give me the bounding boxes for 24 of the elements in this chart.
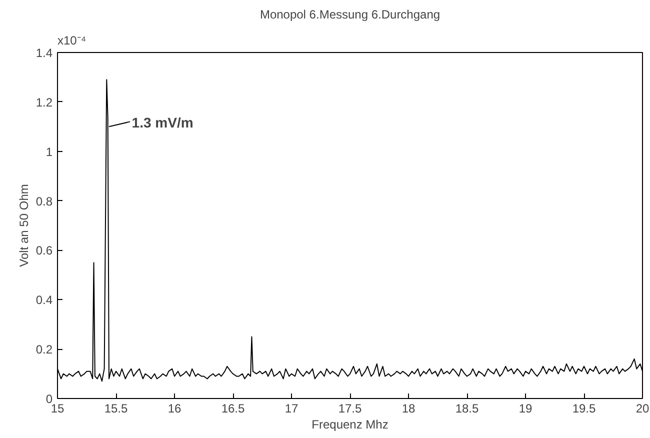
y-tick-label: 1 (46, 144, 53, 159)
x-tick-label: 18 (402, 402, 416, 416)
y-tick-label: 0.2 (36, 342, 53, 357)
x-tick-label: 16 (168, 402, 182, 416)
y-axis-title: Volt an 50 Ohm (16, 184, 31, 267)
y-tick-label: 1.2 (36, 95, 53, 110)
x-tick-label: 17.5 (338, 402, 362, 416)
text: x10⁻⁴ (58, 34, 86, 48)
x-axis-title: Frequenz Mhz (312, 418, 388, 432)
x-tick-label: 15.5 (104, 402, 128, 416)
x-tick-label: 19 (518, 402, 532, 416)
annotation: 1.3 mV/m (132, 114, 194, 131)
x-tick-label: 15 (50, 402, 64, 416)
y-tick-label: 0.6 (36, 244, 53, 258)
x-tick-label: 20 (636, 402, 650, 416)
x-tick-label: 16.5 (221, 402, 246, 416)
y-tick-label: 0.8 (36, 194, 53, 208)
x-tick-label: 19.5 (572, 402, 596, 416)
y-tick-label: 0 (46, 392, 53, 406)
x-tick-label: 18.5 (455, 402, 480, 416)
y-tick-label: 0.4 (36, 293, 53, 308)
x-tick-label: 17 (284, 402, 298, 416)
chart-title: Monopol 6.Messung 6.Durchgang (260, 8, 440, 22)
y-tick-label: 1.4 (36, 46, 53, 60)
